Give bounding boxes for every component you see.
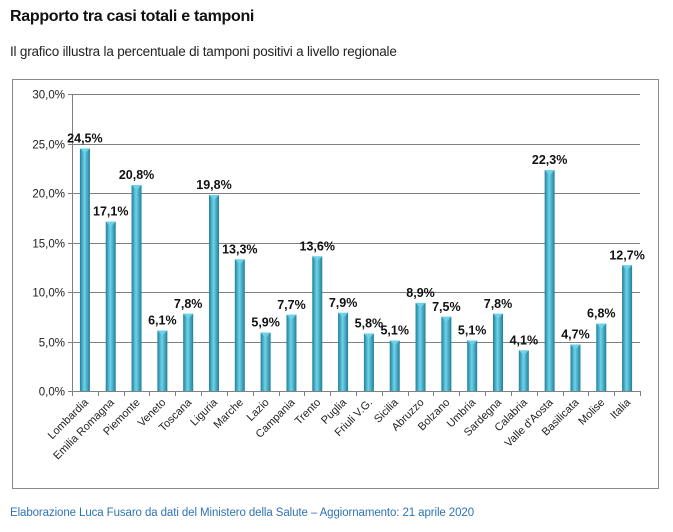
data-label: 6,8% (587, 307, 616, 321)
data-label: 4,1% (510, 333, 539, 347)
data-label: 7,8% (484, 297, 513, 311)
bar-cap (312, 256, 323, 262)
chart-frame (12, 79, 659, 489)
data-label: 20,8% (119, 168, 154, 182)
bar-cap (544, 170, 555, 176)
data-label: 19,8% (196, 178, 231, 192)
data-label: 7,7% (277, 298, 306, 312)
y-tick-label: 0,0% (39, 387, 65, 399)
bar-cap (596, 323, 607, 329)
bar-piemonte (131, 185, 142, 391)
x-tick-label: Italia (608, 396, 634, 422)
bar-liguria (209, 194, 219, 391)
y-tick-label: 5,0% (39, 338, 65, 350)
page-subtitle: Il grafico illustra la percentuale di ta… (10, 44, 397, 59)
page-title: Rapporto tra casi totali e tamponi (10, 8, 255, 25)
bar-toscana (183, 313, 194, 391)
bar-cap (363, 333, 374, 339)
bar-valle-d-aosta (544, 170, 555, 391)
data-label: 13,3% (222, 242, 257, 256)
bar-cap (79, 148, 90, 154)
data-label: 6,1% (148, 314, 177, 328)
source-footer: Elaborazione Luca Fusaro da dati del Min… (10, 507, 474, 519)
bar-veneto (157, 330, 168, 391)
data-label: 5,8% (355, 317, 384, 331)
bar-calabria (518, 350, 529, 391)
bar-cap (234, 259, 245, 265)
bar-campania (286, 314, 297, 391)
bar-cap (518, 350, 529, 356)
data-label: 22,3% (532, 153, 567, 167)
bar-bolzano (441, 316, 452, 391)
bar-cap (415, 302, 426, 308)
bar-cap (467, 340, 478, 346)
bar-emilia-romagna (105, 221, 116, 391)
bar-cap (389, 340, 400, 346)
bar-cap (622, 265, 633, 271)
x-tick-label: Trento (293, 397, 324, 428)
bar-umbria (467, 340, 478, 391)
data-label: 24,5% (67, 131, 102, 145)
bar-basilicata (570, 344, 581, 391)
y-tick-label: 25,0% (32, 140, 65, 152)
bar-chart: 0,0%5,0%10,0%15,0%20,0%25,0%30,0%24,5%Lo… (32, 90, 644, 463)
data-label: 13,6% (300, 239, 335, 253)
bars (79, 148, 633, 391)
bar-abruzzo (415, 302, 426, 391)
bar-cap (209, 194, 219, 200)
bar-cap (131, 185, 142, 191)
bar-cap (493, 313, 503, 319)
bar-trento (312, 256, 323, 391)
bar-sardegna (493, 313, 503, 391)
bar-cap (183, 313, 194, 319)
bar-cap (338, 312, 349, 318)
bar-molise (596, 323, 607, 391)
bar-marche (234, 259, 245, 391)
bar-cap (105, 221, 116, 227)
bar-friuli-v-g- (363, 333, 374, 391)
data-label: 8,9% (406, 286, 435, 300)
bar-cap (441, 316, 452, 322)
bar-cap (260, 332, 271, 338)
axes (68, 94, 641, 396)
y-tick-label: 30,0% (32, 90, 65, 102)
data-label: 5,1% (380, 324, 409, 338)
x-tick-label: Molise (576, 397, 607, 428)
data-label: 7,5% (432, 300, 461, 314)
data-label: 7,8% (174, 297, 203, 311)
y-tick-label: 20,0% (32, 189, 65, 201)
data-label: 7,9% (329, 296, 358, 310)
data-label: 4,7% (561, 327, 590, 341)
data-label: 5,1% (458, 324, 487, 338)
data-label: 17,1% (93, 205, 128, 219)
y-tick-label: 10,0% (32, 288, 65, 300)
bar-lombardia (79, 148, 90, 391)
bar-italia (622, 265, 633, 391)
bar-cap (286, 314, 297, 320)
bar-lazio (260, 332, 271, 391)
bar-cap (570, 344, 581, 350)
data-label: 5,9% (251, 316, 280, 330)
bar-puglia (338, 312, 349, 391)
y-tick-label: 15,0% (32, 239, 65, 251)
bar-sicilia (389, 340, 400, 391)
bar-cap (157, 330, 168, 336)
data-label: 12,7% (609, 248, 644, 262)
